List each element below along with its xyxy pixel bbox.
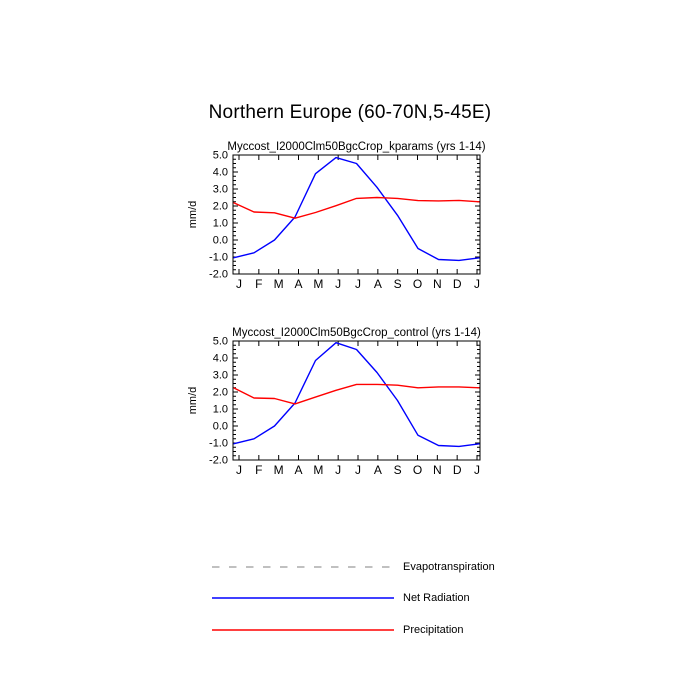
net-radiation-line [233, 342, 480, 448]
y-tick-label: 4.0 [213, 167, 228, 179]
x-tick-label: F [255, 463, 262, 477]
y-axis-title: mm/d [187, 201, 199, 229]
x-tick-label: J [236, 463, 242, 477]
y-tick-label: 0.0 [213, 235, 228, 247]
legend-item-net-radiation: Net Radiation [211, 583, 511, 615]
x-tick-label: A [294, 277, 302, 291]
y-tick-label: 5.0 [213, 336, 228, 348]
net-radiation-line-sample [212, 597, 394, 599]
x-tick-label: A [374, 277, 382, 291]
x-tick-label: J [236, 277, 242, 291]
y-axis-labels: -2.0 -1.0 0.0 1.0 2.0 3.0 4.0 5.0 [209, 150, 228, 281]
precipitation-line [233, 196, 480, 219]
y-tick-label: 2.0 [213, 201, 228, 213]
y-tick-label: 4.0 [213, 353, 228, 365]
x-tick-label: J [335, 277, 341, 291]
y-axis-labels: -2.0 -1.0 0.0 1.0 2.0 3.0 4.0 5.0 [209, 336, 228, 467]
legend-label-net-radiation: Net Radiation [403, 592, 470, 605]
y-tick-label: 1.0 [213, 218, 228, 230]
x-tick-label: M [274, 277, 284, 291]
legend-item-precipitation: Precipitation [211, 614, 511, 646]
y-tick-label: 1.0 [213, 404, 228, 416]
panel-title: Myccost_I2000Clm50BgcCrop_control (yrs 1… [232, 327, 481, 339]
figure-title: Northern Europe (60-70N,5-45E) [208, 102, 492, 123]
y-tick-label: 2.0 [213, 387, 228, 399]
x-tick-label: A [294, 463, 302, 477]
x-axis-ticks [238, 155, 478, 274]
y-tick-label: 5.0 [213, 150, 228, 162]
y-tick-label: 0.0 [213, 421, 228, 433]
chart-panel-kparams: J F M A M J J A S O N D J-2.0-1.00.01.02.03.04.05.0M… [187, 141, 486, 291]
x-tick-label: A [374, 463, 382, 477]
x-tick-label: J [355, 463, 361, 477]
net-radiation-line [233, 156, 480, 262]
y-axis-ticks [233, 154, 480, 275]
x-tick-label: J [474, 277, 480, 291]
x-tick-label: F [255, 277, 262, 291]
x-tick-label: D [453, 463, 462, 477]
x-axis-ticks [238, 341, 478, 460]
y-axis-ticks [233, 340, 480, 461]
x-tick-label: S [394, 463, 402, 477]
y-tick-label: -1.0 [209, 438, 228, 450]
chart-panel-control: J F M A M J J A S O N D J-2.0-1.00.01.02.03.04.05.0M… [187, 327, 481, 477]
x-tick-label: M [274, 463, 284, 477]
y-tick-label: -1.0 [209, 252, 228, 264]
x-tick-label: O [413, 277, 422, 291]
x-tick-label: J [355, 277, 361, 291]
x-tick-label: D [453, 277, 462, 291]
legend-label-precipitation: Precipitation [403, 623, 464, 636]
plot-frame [232, 340, 481, 461]
legend-label-evapotranspiration: Evapotranspiration [403, 560, 495, 573]
y-tick-label: 3.0 [213, 184, 228, 196]
x-tick-label: O [413, 463, 422, 477]
x-tick-label: N [433, 277, 442, 291]
y-axis-title: mm/d [187, 387, 199, 415]
x-tick-label: S [394, 277, 402, 291]
precipitation-line-sample [212, 629, 394, 631]
panel-title: Myccost_I2000Clm50BgcCrop_kparams (yrs 1… [227, 141, 485, 153]
y-tick-label: 3.0 [213, 370, 228, 382]
legend: Evapotranspiration Net Radiation Precipi… [211, 551, 511, 646]
plot-frame [232, 154, 481, 275]
y-tick-label: -2.0 [209, 269, 228, 281]
legend-item-evapotranspiration: Evapotranspiration [211, 551, 511, 583]
x-tick-label: M [313, 463, 323, 477]
x-tick-label: N [433, 463, 442, 477]
x-tick-label: J [474, 463, 480, 477]
evapotranspiration-line-sample [212, 566, 394, 568]
x-tick-label: M [313, 277, 323, 291]
precipitation-line [233, 383, 480, 405]
y-tick-label: -2.0 [209, 455, 228, 467]
x-tick-label: J [335, 463, 341, 477]
